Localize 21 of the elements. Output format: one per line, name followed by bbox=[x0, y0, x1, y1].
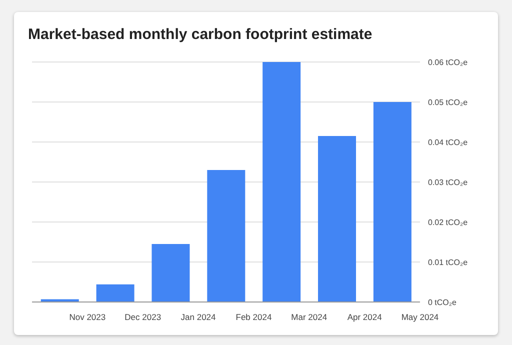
y-tick-label: 0 tCO₂e bbox=[428, 298, 457, 307]
bar bbox=[96, 284, 134, 302]
y-tick-label: 0.05 tCO₂e bbox=[428, 98, 468, 107]
x-tick-label: Mar 2024 bbox=[291, 312, 328, 322]
y-tick-label: 0.06 tCO₂e bbox=[428, 58, 468, 67]
x-tick-label: Jan 2024 bbox=[180, 312, 216, 322]
bar bbox=[262, 62, 301, 302]
y-tick-label: 0.01 tCO₂e bbox=[428, 258, 468, 267]
x-tick-label: Apr 2024 bbox=[347, 312, 382, 322]
x-tick-label: Dec 2023 bbox=[124, 312, 162, 322]
bar bbox=[152, 244, 190, 302]
chart-title: Market-based monthly carbon footprint estimate bbox=[28, 26, 372, 43]
x-tick-label: Feb 2024 bbox=[236, 312, 272, 322]
y-tick-label: 0.04 tCO₂e bbox=[428, 138, 468, 147]
x-tick-label: Nov 2023 bbox=[69, 312, 106, 322]
y-tick-label: 0.03 tCO₂e bbox=[428, 178, 468, 187]
bar bbox=[373, 102, 412, 302]
bar bbox=[318, 136, 356, 302]
x-tick-label: May 2024 bbox=[401, 312, 439, 322]
y-tick-label: 0.02 tCO₂e bbox=[428, 218, 468, 227]
bar bbox=[207, 170, 246, 302]
